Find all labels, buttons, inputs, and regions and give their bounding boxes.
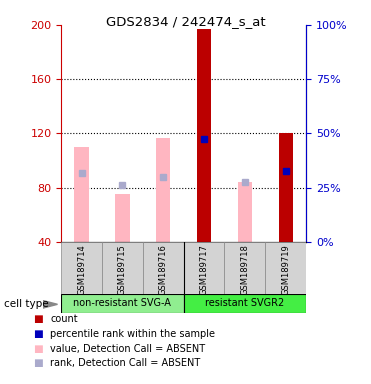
Text: GSM189716: GSM189716: [159, 245, 168, 295]
Bar: [156, 137, 170, 242]
Text: ■: ■: [33, 344, 43, 354]
Text: count: count: [50, 314, 78, 324]
Text: resistant SVGR2: resistant SVGR2: [205, 298, 285, 308]
Bar: [61, 242, 102, 294]
Bar: [102, 242, 143, 294]
Text: GSM189715: GSM189715: [118, 245, 127, 295]
Bar: [143, 242, 184, 294]
Text: non-resistant SVG-A: non-resistant SVG-A: [73, 298, 171, 308]
Text: value, Detection Call = ABSENT: value, Detection Call = ABSENT: [50, 344, 205, 354]
Text: GSM189718: GSM189718: [240, 245, 249, 295]
Bar: [184, 242, 224, 294]
Text: ■: ■: [33, 329, 43, 339]
Bar: [224, 242, 265, 294]
Text: ■: ■: [33, 358, 43, 368]
Bar: [197, 29, 211, 242]
Bar: [75, 147, 89, 242]
Polygon shape: [43, 300, 58, 308]
Bar: [115, 194, 129, 242]
Text: GDS2834 / 242474_s_at: GDS2834 / 242474_s_at: [106, 15, 265, 28]
Bar: [238, 182, 252, 242]
Bar: [279, 134, 293, 242]
Bar: [265, 242, 306, 294]
Text: GSM189717: GSM189717: [200, 245, 209, 295]
Text: percentile rank within the sample: percentile rank within the sample: [50, 329, 215, 339]
Bar: [184, 294, 306, 313]
Text: ■: ■: [33, 314, 43, 324]
Text: rank, Detection Call = ABSENT: rank, Detection Call = ABSENT: [50, 358, 200, 368]
Text: cell type: cell type: [4, 299, 48, 309]
Text: GSM189714: GSM189714: [77, 245, 86, 295]
Bar: [61, 294, 184, 313]
Text: GSM189719: GSM189719: [281, 245, 290, 295]
